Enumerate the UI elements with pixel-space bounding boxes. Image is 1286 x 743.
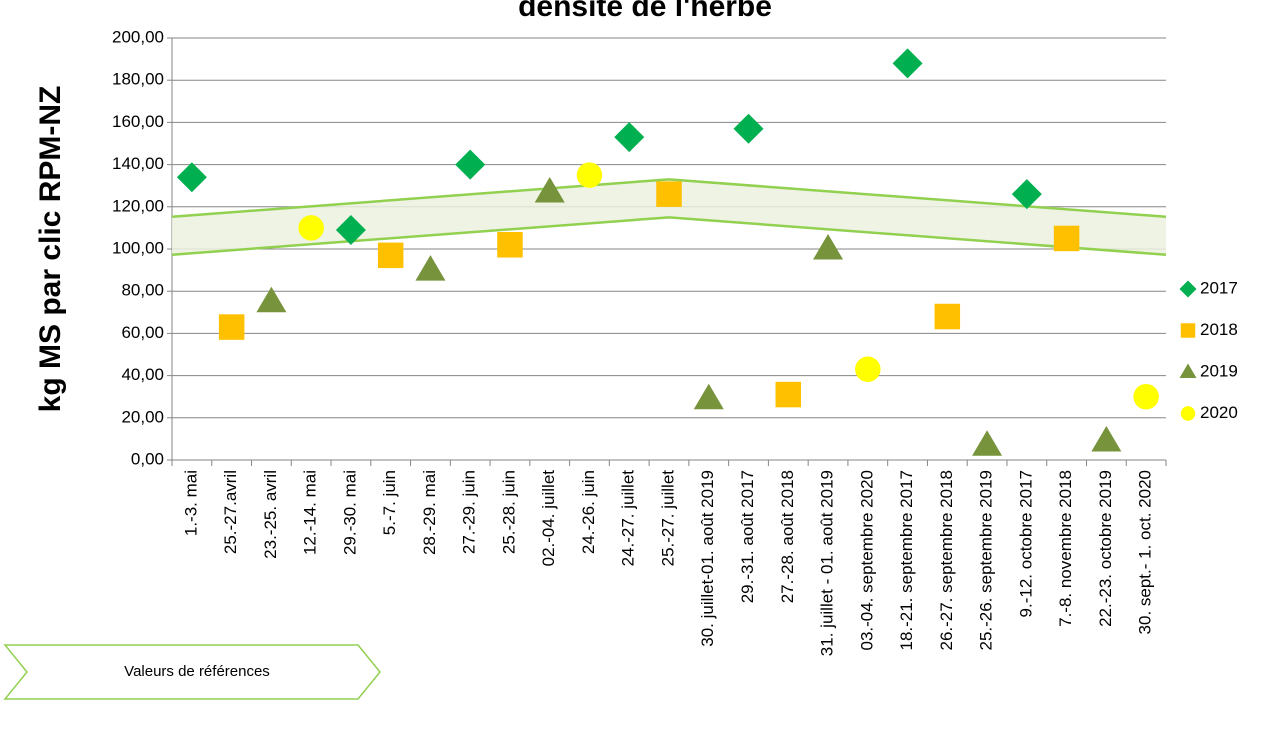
y-tick-label: 120,00 [112, 196, 164, 215]
x-tick-label: 22.-23. octobre 2019 [1096, 470, 1115, 627]
point [693, 383, 724, 410]
y-tick-label: 140,00 [112, 154, 164, 173]
reference-lower [171, 216, 1167, 256]
chart-title: densité de l'herbe [518, 0, 772, 23]
y-tick-label: 160,00 [112, 112, 164, 131]
point [1091, 426, 1122, 452]
point [1053, 225, 1080, 252]
x-tick-label: 30. sept.- 1. oct. 2020 [1136, 470, 1155, 634]
y-tick-label: 40,00 [121, 365, 164, 384]
x-tick-label: 26.-27. septembre 2018 [937, 470, 956, 651]
y-tick-label: 20,00 [121, 407, 164, 426]
y-tick-label: 60,00 [121, 323, 164, 342]
point [656, 181, 682, 207]
point [733, 113, 764, 144]
y-axis-label: kg MS par clic RPM-NZ [34, 86, 67, 413]
point [298, 215, 324, 241]
x-tick-label: 9.-12. octobre 2017 [1016, 470, 1035, 617]
point [335, 215, 366, 246]
legend-marker [1180, 406, 1196, 421]
point [218, 314, 245, 340]
y-tick-label: 200,00 [112, 27, 164, 46]
legend-marker [1180, 323, 1196, 338]
x-tick-label: 24.-26. juin [579, 470, 598, 554]
reference-label-shape [3, 644, 381, 700]
point [813, 234, 844, 260]
x-tick-label: 29.-31. août 2017 [738, 470, 757, 603]
x-tick-label: 5.-7. juin [380, 470, 399, 535]
x-tick-label: 18.-21. septembre 2017 [897, 470, 916, 651]
x-tick-label: 27.-29. juin [460, 470, 479, 554]
point [934, 303, 961, 330]
legend-label: 2017 [1200, 278, 1238, 297]
x-tick-label: 12.-14. mai [301, 470, 320, 555]
x-tick-label: 25.-26. septembre 2019 [977, 470, 996, 651]
reference-label: Valeurs de références [124, 663, 270, 680]
y-tick-label: 80,00 [121, 281, 164, 300]
x-tick-label: 30. juillet-01. août 2019 [698, 470, 717, 647]
point [455, 149, 486, 180]
point [1133, 383, 1159, 410]
point [972, 430, 1003, 456]
x-tick-label: 25.-27.avril [221, 470, 240, 554]
point [614, 122, 645, 153]
point [377, 242, 404, 269]
x-tick-label: 1.-3. mai [181, 470, 200, 536]
x-tick-label: 25.-28. juin [499, 470, 518, 554]
x-tick-label: 03.-04. septembre 2020 [857, 470, 876, 651]
point [534, 177, 565, 203]
point [775, 381, 802, 408]
legend-label: 2019 [1200, 361, 1238, 380]
x-tick-label: 02.-04. juillet [539, 470, 558, 567]
y-tick-label: 100,00 [112, 238, 164, 257]
legend-label: 2020 [1200, 403, 1238, 422]
x-tick-label: 31. juillet - 01. août 2019 [818, 470, 837, 656]
point [576, 162, 603, 188]
reference-upper [171, 178, 1167, 218]
x-tick-label: 24.-27. juillet [619, 470, 638, 567]
x-tick-label: 27.-28. août 2018 [778, 470, 797, 603]
x-tick-label: 23.-25. avril [261, 470, 280, 559]
x-tick-label: 28.-29. mai [420, 470, 439, 555]
y-tick-label: 180,00 [112, 70, 164, 89]
legend-marker [1179, 280, 1197, 298]
x-tick-label: 25.-27. juillet [658, 470, 677, 567]
point [256, 286, 287, 313]
x-tick-label: 7.-8. novembre 2018 [1056, 470, 1075, 627]
point [855, 356, 881, 383]
point [415, 255, 446, 281]
point [1011, 179, 1042, 210]
point [176, 162, 207, 193]
x-tick-label: 29.-30. mai [340, 470, 359, 555]
legend-label: 2018 [1200, 320, 1238, 339]
point [497, 232, 523, 258]
point [892, 48, 923, 79]
legend-marker [1179, 363, 1197, 378]
y-tick-label: 0,00 [131, 449, 164, 468]
